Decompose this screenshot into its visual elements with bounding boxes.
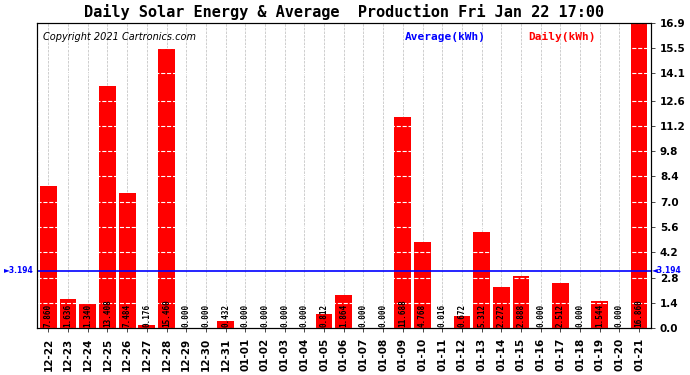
Bar bbox=[217, 321, 234, 328]
Text: 1.636: 1.636 bbox=[63, 304, 72, 327]
Text: 0.000: 0.000 bbox=[379, 304, 388, 327]
Text: 0.432: 0.432 bbox=[221, 304, 230, 327]
Text: Average(kWh): Average(kWh) bbox=[405, 32, 486, 42]
Text: Daily(kWh): Daily(kWh) bbox=[528, 32, 595, 42]
Text: 7.484: 7.484 bbox=[123, 304, 132, 327]
Text: 0.000: 0.000 bbox=[181, 304, 190, 327]
Text: 4.768: 4.768 bbox=[418, 304, 427, 327]
Text: 1.864: 1.864 bbox=[339, 304, 348, 327]
Bar bbox=[453, 316, 471, 328]
Bar bbox=[473, 232, 490, 328]
Bar bbox=[79, 304, 96, 328]
Bar bbox=[60, 299, 77, 328]
Text: Copyright 2021 Cartronics.com: Copyright 2021 Cartronics.com bbox=[43, 32, 196, 42]
Text: ►3.194: ►3.194 bbox=[3, 266, 34, 275]
Bar bbox=[40, 186, 57, 328]
Text: 7.860: 7.860 bbox=[44, 304, 53, 327]
Bar bbox=[493, 287, 510, 328]
Text: 0.000: 0.000 bbox=[261, 304, 270, 327]
Text: 0.000: 0.000 bbox=[201, 304, 210, 327]
Text: 0.000: 0.000 bbox=[536, 304, 545, 327]
Text: 13.408: 13.408 bbox=[103, 299, 112, 327]
Bar bbox=[395, 117, 411, 328]
Text: 0.000: 0.000 bbox=[280, 304, 289, 327]
Bar bbox=[335, 295, 352, 328]
Title: Daily Solar Energy & Average  Production Fri Jan 22 17:00: Daily Solar Energy & Average Production … bbox=[83, 4, 604, 20]
Bar bbox=[552, 283, 569, 328]
Text: 11.688: 11.688 bbox=[398, 299, 407, 327]
Bar bbox=[513, 276, 529, 328]
Text: 16.860: 16.860 bbox=[635, 299, 644, 327]
Text: 2.512: 2.512 bbox=[556, 304, 565, 327]
Bar bbox=[631, 24, 647, 328]
Text: 5.312: 5.312 bbox=[477, 304, 486, 327]
Text: 2.888: 2.888 bbox=[517, 304, 526, 327]
Text: 15.460: 15.460 bbox=[162, 299, 171, 327]
Bar bbox=[591, 300, 608, 328]
Text: 0.672: 0.672 bbox=[457, 304, 466, 327]
Text: 0.000: 0.000 bbox=[300, 304, 309, 327]
Text: 0.812: 0.812 bbox=[319, 304, 328, 327]
Text: 0.000: 0.000 bbox=[575, 304, 584, 327]
Bar bbox=[99, 86, 116, 328]
Bar bbox=[139, 325, 155, 328]
Text: 1.544: 1.544 bbox=[595, 304, 604, 327]
Bar bbox=[119, 193, 135, 328]
Text: 0.000: 0.000 bbox=[615, 304, 624, 327]
Text: ◄3.194: ◄3.194 bbox=[652, 266, 682, 275]
Text: 2.272: 2.272 bbox=[497, 304, 506, 327]
Bar bbox=[316, 314, 333, 328]
Text: 0.176: 0.176 bbox=[142, 304, 151, 327]
Text: 0.000: 0.000 bbox=[359, 304, 368, 327]
Bar bbox=[158, 49, 175, 328]
Text: 1.340: 1.340 bbox=[83, 304, 92, 327]
Text: 0.000: 0.000 bbox=[241, 304, 250, 327]
Bar bbox=[414, 242, 431, 328]
Text: 0.016: 0.016 bbox=[437, 304, 446, 327]
